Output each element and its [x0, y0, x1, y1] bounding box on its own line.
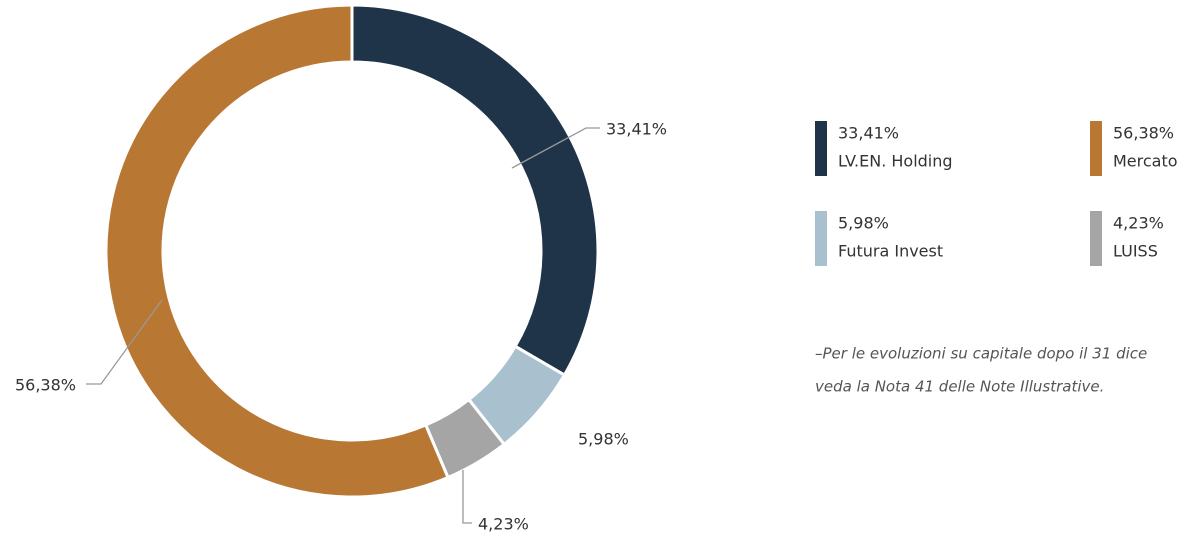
leader-line: [462, 470, 472, 524]
note-line: –Per le evoluzioni su capitale dopo il 3…: [815, 345, 1147, 363]
data-label: 33,41%: [606, 120, 667, 139]
donut-slice: [350, 3, 600, 378]
legend-swatch: [815, 211, 827, 266]
legend-label: Mercato: [1113, 152, 1178, 171]
legend-value: 4,23%: [1113, 214, 1164, 233]
data-label: 56,38%: [15, 376, 76, 395]
legend-label: LUISS: [1113, 242, 1158, 261]
legend-value: 33,41%: [838, 124, 899, 143]
leader-line: [86, 299, 163, 385]
legend-swatch: [1090, 121, 1102, 176]
note-line: veda la Nota 41 delle Note Illustrative.: [815, 378, 1104, 396]
data-label: 4,23%: [478, 515, 529, 533]
legend-value: 56,38%: [1113, 124, 1174, 143]
legend-value: 5,98%: [838, 214, 889, 233]
legend-label: LV.EN. Holding: [838, 152, 953, 171]
data-label: 5,98%: [578, 430, 629, 449]
leader-line: [511, 127, 600, 169]
legend-swatch: [815, 121, 827, 176]
legend-label: Futura Invest: [838, 242, 943, 261]
legend-swatch: [1090, 211, 1102, 266]
donut-slice: [104, 3, 450, 499]
